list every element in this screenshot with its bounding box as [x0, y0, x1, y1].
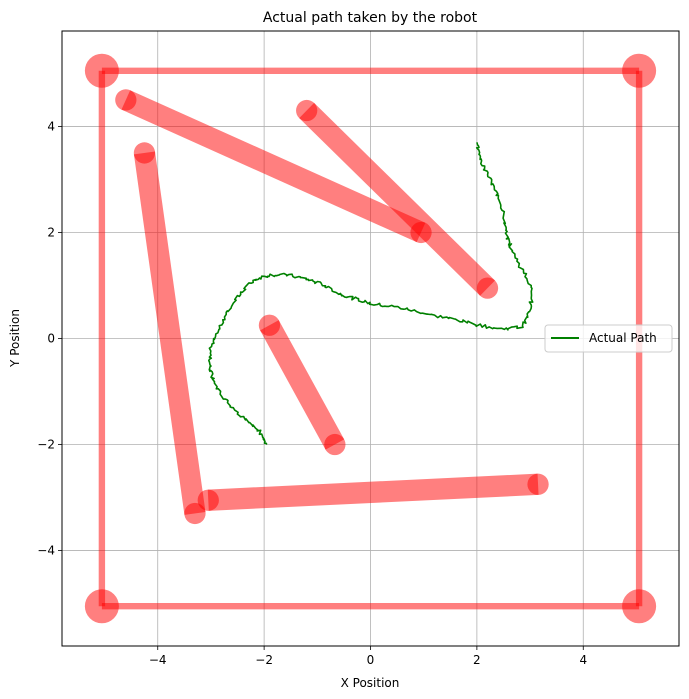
obstacle-endpoint	[476, 277, 499, 299]
obstacle-endpoint	[324, 433, 346, 456]
y-tick-label: 4	[47, 119, 55, 133]
y-axis-label: Y Position	[8, 309, 22, 368]
obstacle-wall	[299, 102, 495, 296]
y-tick-label: −2	[37, 438, 55, 452]
x-tick-label: −4	[149, 653, 167, 667]
x-tick-label: 0	[367, 653, 375, 667]
obstacle-wall	[121, 90, 426, 243]
obstacle-endpoint	[115, 89, 137, 111]
legend: Actual Path	[544, 324, 673, 353]
boundary-corner-marker	[84, 53, 119, 88]
obstacle-endpoint	[184, 502, 206, 525]
x-tick-label: 4	[579, 653, 587, 667]
boundary-corner-marker	[622, 53, 657, 88]
obstacle-wall	[260, 320, 345, 450]
obstacle-endpoint	[197, 489, 219, 511]
x-axis-label: X Position	[341, 676, 400, 690]
boundary-corner-marker	[622, 589, 657, 624]
legend-entry-label: Actual Path	[589, 331, 657, 345]
boundary-corner-marker	[84, 589, 119, 624]
path-layer	[208, 142, 534, 445]
chart-title: Actual path taken by the robot	[263, 10, 478, 26]
obstacle-endpoint	[258, 314, 281, 336]
obstacle-wall	[133, 151, 206, 515]
obstacle-endpoint	[133, 142, 156, 164]
legend-box	[544, 324, 673, 353]
y-tick-label: 2	[47, 225, 55, 239]
y-tick-label: 0	[47, 332, 55, 346]
robot-path-line	[208, 142, 534, 445]
obstacle-endpoint	[296, 99, 318, 122]
obstacle-layer	[84, 53, 657, 624]
x-tick-label: −2	[255, 653, 273, 667]
y-tick-label: −4	[37, 544, 55, 558]
obstacle-endpoint	[527, 473, 549, 495]
x-tick-label: 2	[473, 653, 481, 667]
axis-ticks: −4 −2 0 2 4 −4 −2 0 2 4	[37, 119, 587, 667]
obstacle-wall	[207, 473, 539, 511]
